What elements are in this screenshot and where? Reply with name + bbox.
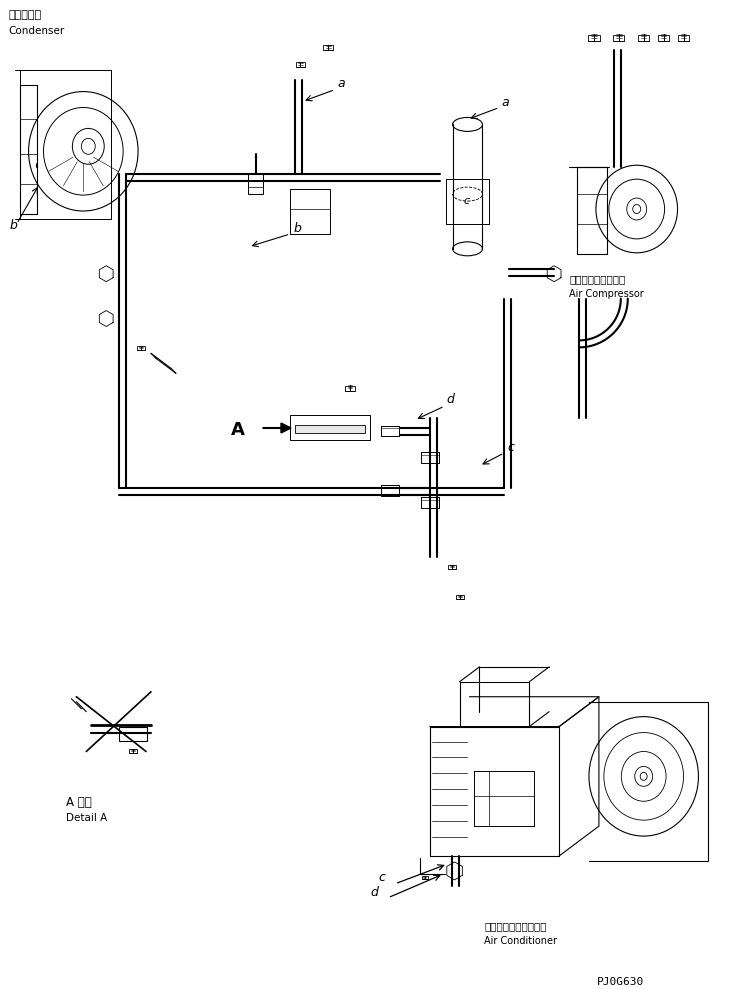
- Bar: [658, 35, 669, 41]
- Text: b: b: [9, 219, 18, 232]
- Bar: [613, 35, 624, 41]
- Bar: [247, 174, 264, 194]
- Bar: [456, 595, 464, 599]
- Text: エアーコンティショナ: エアーコンティショナ: [485, 921, 547, 931]
- Bar: [119, 727, 147, 741]
- Bar: [291, 189, 330, 234]
- Ellipse shape: [589, 717, 699, 836]
- Text: Detail A: Detail A: [66, 813, 107, 823]
- Bar: [296, 425, 365, 433]
- Bar: [345, 386, 355, 391]
- Text: コンデンサ: コンデンサ: [9, 10, 42, 20]
- Bar: [421, 876, 428, 879]
- Text: a: a: [337, 76, 345, 90]
- Ellipse shape: [453, 118, 483, 132]
- Bar: [291, 415, 370, 440]
- Text: c: c: [378, 871, 385, 884]
- Bar: [323, 45, 333, 50]
- Bar: [296, 62, 305, 67]
- Text: b: b: [293, 222, 301, 235]
- Bar: [638, 35, 649, 41]
- Text: A: A: [231, 421, 245, 439]
- Bar: [129, 750, 137, 754]
- Bar: [137, 346, 145, 350]
- Bar: [588, 35, 599, 41]
- Text: Air Conditioner: Air Conditioner: [485, 936, 558, 945]
- Text: d: d: [447, 393, 455, 406]
- Text: A 詳細: A 詳細: [66, 796, 92, 809]
- Text: d: d: [370, 886, 378, 899]
- Text: a: a: [502, 96, 509, 109]
- Text: c: c: [464, 196, 469, 206]
- Bar: [447, 566, 456, 570]
- Ellipse shape: [453, 242, 483, 256]
- Bar: [678, 35, 689, 41]
- Text: Condenser: Condenser: [9, 26, 65, 36]
- Text: PJ0G630: PJ0G630: [597, 977, 644, 987]
- Text: c: c: [507, 441, 514, 454]
- Text: エアーコンプレッサ: エアーコンプレッサ: [569, 274, 626, 284]
- Text: Air Compressor: Air Compressor: [569, 289, 644, 299]
